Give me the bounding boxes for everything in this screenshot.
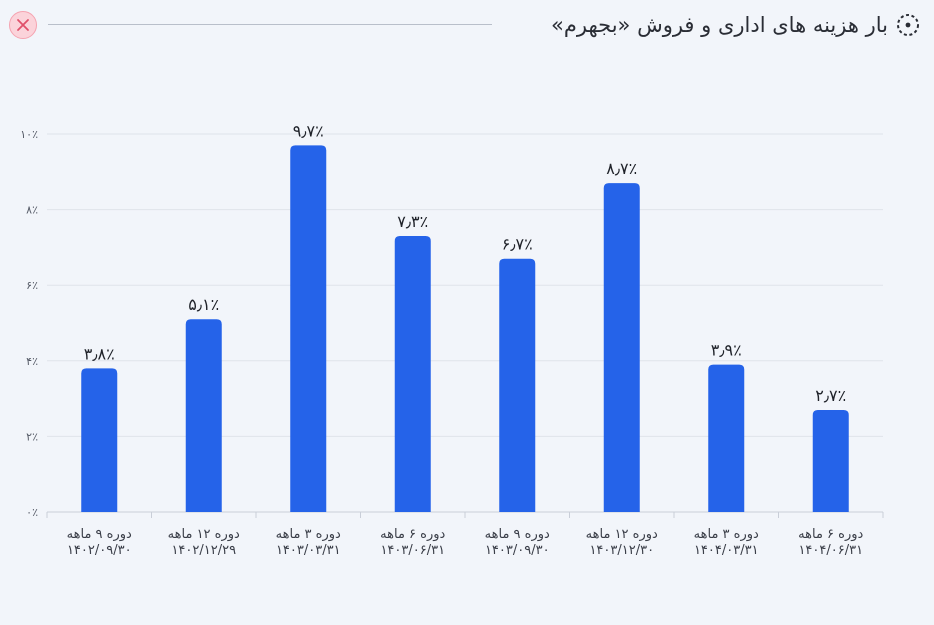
bar <box>81 368 118 512</box>
x-tick-label-period: دوره ۹ ماهه <box>485 527 550 542</box>
x-tick-label-period: دوره ۳ ماهه <box>276 527 341 542</box>
bar-value-label: ۵٫۱٪ <box>188 295 219 314</box>
bar-value-label: ۳٫۸٪ <box>84 344 115 363</box>
bar-value-labels: ۳٫۸٪ ۵٫۱٪ ۹٫۷٪ ۷٫۳٪ ۶٫۷٪ ۸٫۷٪ ۳٫۹٪ ۲٫۷٪ <box>84 121 846 405</box>
x-tick-label-date: ۱۴۰۳/۰۳/۳۱ <box>276 543 341 558</box>
bar-value-label: ۲٫۷٪ <box>815 386 846 405</box>
close-button[interactable] <box>9 11 37 39</box>
x-tick-label-date: ۱۴۰۴/۰۶/۳۱ <box>798 543 863 558</box>
close-icon <box>17 19 29 31</box>
bar-value-label: ۹٫۷٪ <box>293 121 324 140</box>
x-tick-label-date: ۱۴۰۴/۰۳/۳۱ <box>694 543 759 558</box>
bars <box>81 145 849 512</box>
y-axis: ۰٪ ۲٪ ۴٪ ۶٪ ۸٪ ۱۰٪ <box>20 128 38 519</box>
dotted-circle-icon <box>897 14 919 36</box>
bar-value-label: ۷٫۳٪ <box>397 212 428 231</box>
x-tick-label-period: دوره ۶ ماهه <box>798 527 863 542</box>
y-tick-label: ۶٪ <box>26 279 38 292</box>
bar-value-label: ۳٫۹٪ <box>711 341 742 360</box>
header-divider <box>48 24 492 25</box>
x-tick-label-date: ۱۴۰۲/۱۲/۲۹ <box>171 543 236 558</box>
bar-value-label: ۸٫۷٪ <box>606 159 637 178</box>
x-tick-label-date: ۱۴۰۳/۱۲/۳۰ <box>589 543 654 558</box>
chart-header: بار هزینه های اداری و فروش «بجهرم» <box>551 10 920 40</box>
y-tick-label: ۴٪ <box>26 355 38 368</box>
y-tick-label: ۲٪ <box>26 430 38 443</box>
bar <box>708 364 745 512</box>
bar <box>290 145 327 512</box>
y-tick-label: ۰٪ <box>26 506 38 519</box>
bar <box>185 319 222 512</box>
x-tick-label-period: دوره ۱۲ ماهه <box>168 527 240 542</box>
x-tick-label-date: ۱۴۰۳/۰۹/۳۰ <box>485 543 550 558</box>
bar <box>603 183 640 512</box>
x-tick-label-date: ۱۴۰۲/۰۹/۳۰ <box>67 543 132 558</box>
x-tick-label-date: ۱۴۰۳/۰۶/۳۱ <box>380 543 445 558</box>
grid-lines <box>47 133 883 513</box>
x-tick-label-period: دوره ۱۲ ماهه <box>586 527 658 542</box>
y-tick-label: ۸٪ <box>26 204 38 217</box>
bar-value-label: ۶٫۷٪ <box>502 235 533 254</box>
x-tick-label-period: دوره ۹ ماهه <box>67 527 132 542</box>
bar <box>499 258 536 512</box>
y-tick-label: ۱۰٪ <box>20 128 38 141</box>
x-tick-label-period: دوره ۳ ماهه <box>694 527 759 542</box>
bar <box>812 409 849 512</box>
bar <box>394 236 431 512</box>
chart-title: بار هزینه های اداری و فروش «بجهرم» <box>551 13 888 37</box>
x-tick-label-period: دوره ۶ ماهه <box>380 527 445 542</box>
